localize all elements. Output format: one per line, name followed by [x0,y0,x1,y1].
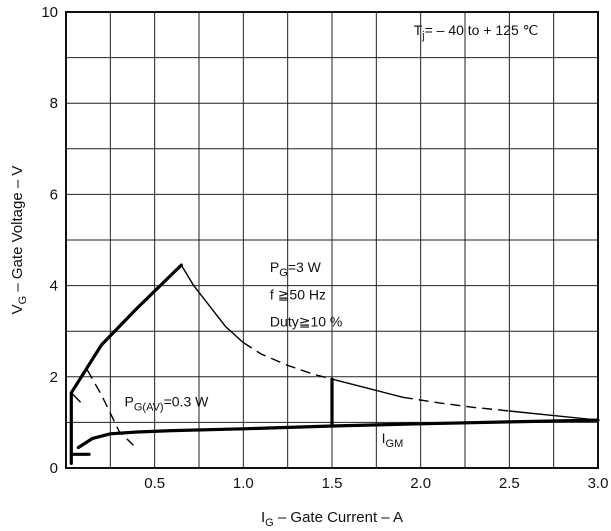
x-axis-label: IG – Gate Current – A [261,509,403,529]
x-tick-label: 0.5 [144,475,165,492]
y-axis-label: VG – Gate Voltage – V [9,166,29,315]
annotations: Tj= – 40 to + 125 ℃ PG=3 W f ≧50 Hz Duty≧10… [125,22,539,450]
tj-annotation: Tj= – 40 to + 125 ℃ [414,22,539,42]
curve-dashed-4 [402,396,510,412]
y-tick-label: 4 [50,278,58,295]
igm-annotation: IGM [382,430,404,450]
y-tick-label: 10 [41,4,58,21]
curve-dashed-9 [86,369,134,446]
x-tick-label: 2.5 [499,475,520,492]
freq-annotation: f ≧50 Hz [270,286,326,302]
curve-thick-6 [76,418,600,450]
curves [69,263,600,465]
x-tick-label: 2.0 [410,475,431,492]
pgav-annotation: PG(AV)=0.3 W [125,393,210,413]
duty-annotation: Duty≧10 % [270,314,342,330]
curve-thin-8 [70,392,81,403]
grid [66,12,598,468]
x-tick-label: 1.0 [233,475,254,492]
y-tick-label: 2 [50,369,58,386]
curve-thick-0 [69,263,183,465]
plot-frame [65,11,599,469]
y-tick-label: 6 [50,186,58,203]
x-tick-label: 3.0 [588,475,609,492]
x-tick-label: 1.5 [322,475,343,492]
y-tick-label: 0 [50,460,58,477]
curve-thin-3 [331,378,404,398]
tick-labels: 0.5 1.0 1.5 2.0 2.5 3.0 0 2 4 6 8 10 [41,4,608,492]
pg-annotation: PG=3 W [270,259,322,279]
curve-thin-5 [508,410,599,421]
curve-dashed-2 [242,342,333,380]
y-tick-label: 8 [50,95,58,112]
curve-thin-1 [180,264,244,344]
